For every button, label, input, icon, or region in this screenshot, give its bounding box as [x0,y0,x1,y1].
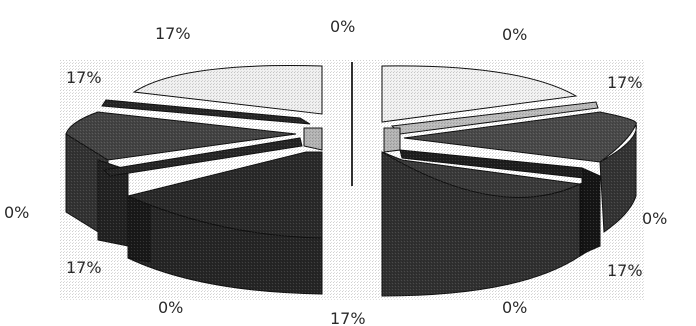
slice-label-6: 17% [607,261,643,280]
slice-label-10: 17% [66,258,102,277]
pie-slices [60,60,645,300]
slice-label-4: 17% [607,73,643,92]
slice-label-8: 17% [330,309,366,326]
slice-label-2: 0% [330,17,355,36]
slice-label-11: 0% [4,203,29,222]
slice-label-1: 17% [155,24,191,43]
slice-label-9: 0% [158,298,183,317]
slice-label-5: 0% [642,209,667,228]
slice-label-3: 0% [502,25,527,44]
grain-overlay [60,60,645,300]
pie-labels: 17% 0% 0% 17% 0% 17% 0% 17% 0% 17% 0% 17… [4,17,667,326]
slice-label-12: 17% [66,68,102,87]
slice-label-7: 0% [502,298,527,317]
